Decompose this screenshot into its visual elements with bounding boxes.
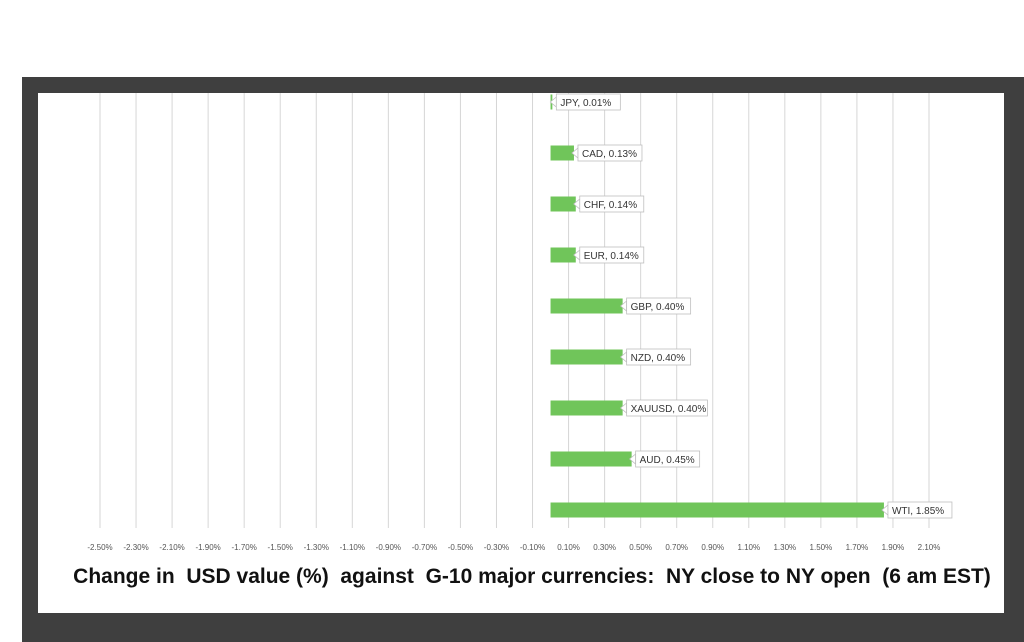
- x-tick-label: 2.10%: [918, 543, 941, 552]
- data-label: JPY, 0.01%: [560, 98, 611, 109]
- x-tick-label: -0.70%: [412, 543, 437, 552]
- bar: [550, 298, 623, 314]
- x-tick-label: -0.90%: [376, 543, 401, 552]
- data-label-box: [579, 246, 645, 264]
- bar: [550, 502, 884, 518]
- bar: [550, 145, 574, 161]
- data-label: AUD, 0.45%: [640, 455, 695, 466]
- x-tick-label: 1.50%: [810, 543, 833, 552]
- data-label: CHF, 0.14%: [584, 200, 637, 211]
- data-label-box: [626, 399, 708, 417]
- x-tick-label: -1.70%: [231, 543, 256, 552]
- x-tick-label: 0.10%: [557, 543, 580, 552]
- x-tick-label: 1.90%: [882, 543, 905, 552]
- chart-panel: [38, 93, 1004, 613]
- x-tick-label: 0.30%: [593, 543, 616, 552]
- x-tick-label: 1.70%: [846, 543, 869, 552]
- data-label: CAD, 0.13%: [582, 149, 637, 160]
- x-tick-label: -1.30%: [304, 543, 329, 552]
- data-label-box: [626, 348, 692, 366]
- bar: [550, 400, 623, 416]
- chart-title: Change in USD value (%) against G-10 maj…: [73, 565, 991, 588]
- bar: [550, 451, 632, 467]
- x-tick-label: -0.30%: [484, 543, 509, 552]
- bar: [550, 196, 576, 212]
- data-label-box: [626, 297, 692, 315]
- x-tick-label: 1.30%: [773, 543, 796, 552]
- data-label-box: [887, 501, 953, 519]
- data-label-box: [577, 144, 643, 162]
- x-tick-label: 0.90%: [701, 543, 724, 552]
- x-tick-label: -0.10%: [520, 543, 545, 552]
- bar: [550, 349, 623, 365]
- x-tick-label: -1.10%: [340, 543, 365, 552]
- x-tick-label: -0.50%: [448, 543, 473, 552]
- data-label: WTI, 1.85%: [892, 506, 944, 517]
- data-label: EUR, 0.14%: [584, 251, 639, 262]
- data-label: XAUUSD, 0.40%: [631, 404, 707, 415]
- data-label-box: [579, 195, 645, 213]
- data-label: NZD, 0.40%: [631, 353, 686, 364]
- x-tick-label: -1.90%: [195, 543, 220, 552]
- bar: [550, 247, 576, 263]
- x-tick-label: 0.70%: [665, 543, 688, 552]
- x-tick-label: 0.50%: [629, 543, 652, 552]
- x-tick-label: -2.30%: [123, 543, 148, 552]
- data-label-box: [635, 450, 701, 468]
- x-tick-label: -2.50%: [87, 543, 112, 552]
- data-label-box: [555, 93, 621, 111]
- x-tick-label: 1.10%: [737, 543, 760, 552]
- data-label: GBP, 0.40%: [631, 302, 685, 313]
- x-tick-label: -1.50%: [268, 543, 293, 552]
- x-tick-label: -2.10%: [159, 543, 184, 552]
